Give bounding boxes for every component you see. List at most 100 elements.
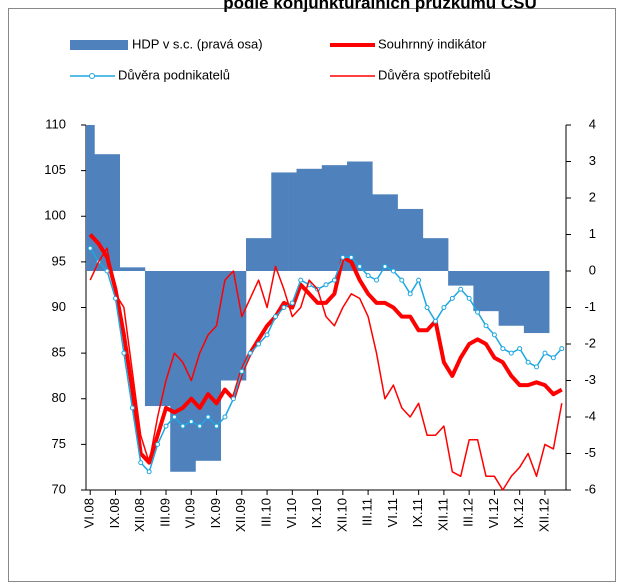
line-marker — [483, 323, 489, 329]
x-tick-label: VI.08 — [82, 498, 97, 528]
bar — [94, 154, 104, 271]
bar — [330, 165, 339, 271]
x-tick-label: III.12 — [461, 498, 476, 527]
line-marker — [230, 396, 236, 402]
line-marker — [365, 273, 371, 279]
line-marker — [171, 414, 177, 420]
line-marker — [197, 423, 203, 429]
legend-marker — [89, 73, 95, 79]
line-marker — [256, 341, 262, 347]
bar — [540, 271, 550, 334]
line-marker — [382, 263, 388, 269]
line-marker — [542, 350, 548, 356]
bar — [220, 271, 230, 381]
bar — [515, 271, 525, 326]
x-tick-label: XII.11 — [435, 498, 450, 531]
bar — [380, 194, 390, 271]
y-tick-label: 100 — [44, 208, 66, 223]
bar — [338, 165, 348, 271]
y2-tick-label: 4 — [589, 116, 596, 131]
bar — [170, 271, 179, 472]
x-tick-label: III.10 — [258, 498, 273, 527]
bar — [321, 165, 331, 271]
x-tick-label: VI.12 — [486, 498, 501, 528]
y2-tick-label: 0 — [589, 262, 596, 277]
bar — [161, 271, 171, 407]
line-marker — [534, 364, 540, 370]
bar — [456, 271, 466, 286]
line-marker — [491, 332, 497, 338]
line-marker — [424, 305, 430, 310]
bar — [473, 271, 483, 312]
line-marker — [180, 423, 186, 429]
bar — [363, 161, 373, 271]
bar — [355, 161, 365, 271]
bar — [304, 168, 314, 271]
x-tick-label: IX.10 — [309, 498, 324, 528]
bar — [431, 238, 440, 271]
y2-tick-label: -4 — [584, 408, 596, 423]
line-marker — [508, 350, 514, 356]
line-marker — [517, 346, 523, 352]
line-marker — [390, 268, 396, 274]
y2-tick-label: -6 — [584, 481, 596, 496]
bar — [119, 267, 129, 271]
x-tick-label: III.11 — [360, 498, 375, 526]
line-marker — [432, 318, 438, 324]
line-marker — [323, 282, 329, 288]
line-marker — [239, 368, 245, 374]
y2-tick-label: -2 — [584, 335, 596, 350]
line-marker — [449, 295, 455, 301]
y-tick-label: 85 — [52, 345, 66, 360]
line-marker — [374, 277, 380, 283]
y-tick-label: 75 — [52, 436, 66, 451]
line-marker — [357, 263, 363, 269]
line-marker — [87, 245, 93, 251]
line-marker — [264, 332, 270, 338]
x-tick-label: IX.08 — [107, 498, 122, 528]
line-marker — [466, 295, 472, 301]
line-marker — [399, 277, 405, 283]
bar — [212, 271, 222, 461]
line-marker — [458, 286, 464, 292]
x-tick-label: XII.08 — [132, 498, 147, 532]
line-marker — [289, 300, 295, 306]
bar — [532, 271, 542, 334]
bar — [144, 271, 154, 407]
y-tick-label: 80 — [52, 390, 66, 405]
legend-label: HDP v s.c. (pravá osa) — [132, 36, 263, 51]
bar — [498, 271, 508, 326]
line-marker — [222, 414, 228, 420]
bar — [481, 271, 491, 312]
y2-tick-label: -5 — [584, 445, 596, 460]
line-marker — [247, 350, 253, 356]
bar — [490, 271, 499, 312]
legend-label: Důvěra podnikatelů — [118, 67, 230, 82]
line-marker — [138, 460, 144, 466]
line-marker — [163, 423, 169, 429]
line-marker — [298, 277, 304, 283]
y-tick-label: 90 — [52, 299, 66, 314]
line — [89, 247, 563, 491]
line-marker — [407, 291, 413, 297]
x-tick-label: XII.09 — [233, 498, 248, 532]
bar — [86, 125, 95, 271]
bar — [102, 154, 112, 271]
line-marker — [340, 254, 346, 260]
bar — [372, 194, 382, 271]
line-marker — [550, 355, 556, 361]
y-tick-label: 95 — [52, 253, 66, 268]
y-tick-label: 70 — [52, 481, 66, 496]
line-marker — [331, 277, 337, 283]
bar — [254, 238, 264, 271]
bar — [246, 238, 255, 271]
bar — [448, 271, 457, 286]
bar — [414, 208, 424, 271]
bar — [397, 208, 407, 271]
line-marker — [416, 277, 422, 283]
x-tick-label: IX.11 — [410, 498, 425, 527]
y2-tick-label: 3 — [589, 153, 596, 168]
y-tick-label: 110 — [45, 116, 66, 131]
line-marker — [525, 359, 531, 365]
bar — [128, 267, 137, 271]
